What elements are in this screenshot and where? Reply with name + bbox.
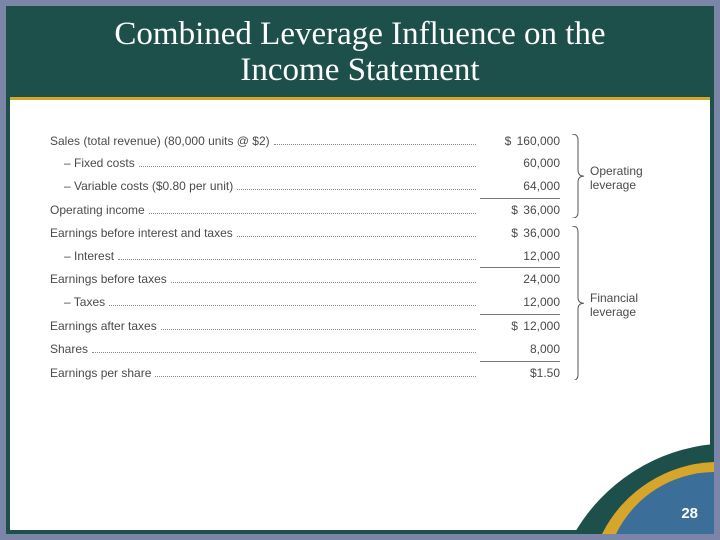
table-row: Earnings per share $1.50 bbox=[50, 362, 560, 385]
row-value: $1.50 bbox=[480, 362, 560, 385]
leader-dots bbox=[139, 159, 476, 167]
row-value: 24,000 bbox=[480, 268, 560, 291]
leader-dots bbox=[237, 182, 476, 190]
row-value: 12,000 bbox=[480, 245, 560, 268]
row-value: 60,000 bbox=[480, 152, 560, 175]
table-row: Shares 8,000 bbox=[50, 338, 560, 361]
leader-dots bbox=[149, 206, 476, 214]
row-value: 8,000 bbox=[480, 338, 560, 361]
title-line-2: Income Statement bbox=[240, 52, 479, 88]
table-row: Operating income $36,000 bbox=[50, 199, 560, 222]
leader-dots bbox=[109, 298, 476, 306]
table-row: – Variable costs ($0.80 per unit) 64,000 bbox=[50, 175, 560, 198]
table-row: Sales (total revenue) (80,000 units @ $2… bbox=[50, 130, 560, 153]
leader-dots bbox=[161, 322, 476, 330]
table-row: – Interest 12,000 bbox=[50, 245, 560, 268]
table-row: Earnings before interest and taxes $36,00… bbox=[50, 222, 560, 245]
row-value: 12,000 bbox=[480, 291, 560, 314]
leader-dots bbox=[237, 228, 476, 236]
row-label: Operating income bbox=[50, 199, 145, 222]
row-label: Sales (total revenue) (80,000 units @ $2… bbox=[50, 130, 270, 153]
table-row: – Taxes 12,000 bbox=[50, 291, 560, 314]
row-label: – Interest bbox=[64, 245, 114, 268]
row-label: Earnings per share bbox=[50, 362, 151, 385]
row-value: $160,000 bbox=[480, 130, 560, 153]
table-row: – Fixed costs 60,000 bbox=[50, 152, 560, 175]
row-label: Earnings after taxes bbox=[50, 315, 157, 338]
row-label: Shares bbox=[50, 338, 88, 361]
row-label: – Taxes bbox=[64, 291, 105, 314]
table-row: Earnings after taxes $12,000 bbox=[50, 315, 560, 338]
row-label: – Variable costs ($0.80 per unit) bbox=[64, 175, 233, 198]
row-value: 64,000 bbox=[480, 175, 560, 198]
leader-dots bbox=[274, 136, 476, 144]
row-label: – Fixed costs bbox=[64, 152, 135, 175]
leader-dots bbox=[118, 251, 476, 259]
bracket-label: Operatingleverage bbox=[590, 164, 643, 193]
brace-icon bbox=[570, 134, 586, 218]
income-statement-table: Sales (total revenue) (80,000 units @ $2… bbox=[50, 130, 690, 385]
row-value: $36,000 bbox=[480, 199, 560, 222]
row-label: Earnings before interest and taxes bbox=[50, 222, 233, 245]
row-label: Earnings before taxes bbox=[50, 268, 167, 291]
leader-dots bbox=[171, 275, 476, 283]
leader-dots bbox=[155, 368, 476, 376]
slide-title: Combined Leverage Influence on the Incom… bbox=[10, 10, 710, 100]
brace-icon bbox=[570, 226, 586, 381]
title-line-1: Combined Leverage Influence on the bbox=[114, 16, 605, 52]
row-value: $12,000 bbox=[480, 315, 560, 338]
leader-dots bbox=[92, 344, 476, 352]
table-row: Earnings before taxes 24,000 bbox=[50, 268, 560, 291]
row-value: $36,000 bbox=[480, 222, 560, 245]
bracket-label: Financialleverage bbox=[590, 291, 638, 320]
page-number: 28 bbox=[681, 505, 698, 522]
